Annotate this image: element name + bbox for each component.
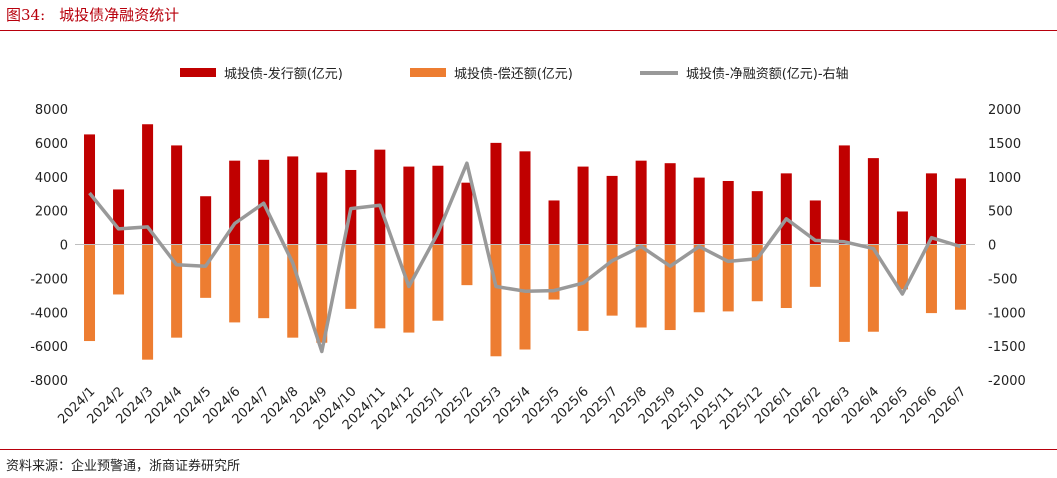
figure-number: 图34:: [6, 6, 46, 24]
legend-repayment-swatch: [410, 68, 446, 77]
top-rule: [0, 30, 1057, 31]
repayment-bar: [780, 244, 792, 309]
repayment-bar: [345, 244, 357, 309]
repayment-bar: [171, 244, 183, 338]
issuance-bar: [896, 211, 908, 245]
x-axis-labels: 2024/12024/22024/32024/42024/52024/62024…: [55, 384, 969, 433]
issuance-bar: [751, 191, 763, 245]
repayment-bar: [751, 244, 763, 302]
repayment-bar: [461, 244, 473, 286]
repayment-bar: [316, 244, 328, 343]
repayment-bar: [374, 244, 386, 329]
issuance-bar: [954, 178, 966, 245]
issuance-bar: [200, 196, 212, 245]
source-note: 资料来源：企业预警通，浙商证券研究所: [6, 459, 241, 474]
legend-net-financing-label: 城投债-净融资额(亿元)-右轴: [686, 66, 849, 82]
bar-series: [84, 124, 966, 360]
repayment-bar: [200, 244, 212, 298]
left-axis-tick-label: 2000: [35, 205, 68, 220]
repayment-bar: [867, 244, 879, 332]
issuance-bar: [664, 163, 676, 245]
issuance-bar: [490, 142, 502, 245]
net-financing-line: [88, 161, 962, 354]
issuance-bar: [780, 173, 792, 245]
right-axis-tick-label: -2000: [988, 374, 1026, 389]
repayment-bar: [809, 244, 821, 287]
issuance-bar: [113, 189, 125, 245]
repayment-bar: [142, 244, 154, 360]
left-axis-tick-label: 0: [60, 239, 68, 254]
right-axis-tick-label: 500: [988, 205, 1013, 220]
issuance-bar: [809, 200, 821, 245]
issuance-bar: [548, 200, 560, 245]
left-axis: 8000 6000 4000 2000 0 -2000 -4000 -6000 -8000: [30, 103, 68, 389]
repayment-bar: [84, 244, 96, 342]
issuance-bar: [142, 124, 154, 245]
repayment-bar: [577, 244, 589, 331]
legend-repayment-label: 城投债-偿还额(亿元): [454, 66, 573, 82]
issuance-bar: [287, 156, 299, 245]
repayment-bar: [113, 244, 125, 295]
figure-title: 图34: 城投债净融资统计: [6, 4, 179, 25]
repayment-bar: [258, 244, 270, 319]
issuance-bar: [519, 151, 531, 245]
issuance-bar: [838, 145, 850, 245]
issuance-bar: [316, 172, 328, 245]
legend-issuance-swatch: [180, 68, 216, 77]
right-axis: 2000 1500 1000 500 0 -500 -1000 -1500 -2000: [988, 103, 1026, 389]
repayment-bar: [548, 244, 560, 300]
right-axis-tick-label: 1500: [988, 137, 1021, 152]
figure-title-text: 城投债净融资统计: [59, 6, 180, 24]
left-axis-tick-label: -6000: [30, 340, 68, 355]
legend: 城投债-发行额(亿元) 城投债-偿还额(亿元) 城投债-净融资额(亿元)-右轴: [180, 66, 849, 82]
right-axis-tick-label: -1500: [988, 340, 1026, 355]
right-axis-tick-label: 0: [988, 239, 996, 254]
repayment-bar: [229, 244, 241, 323]
repayment-bar: [403, 244, 415, 333]
right-axis-tick-label: 1000: [988, 171, 1021, 186]
repayment-bar: [838, 244, 850, 342]
legend-issuance-label: 城投债-发行额(亿元): [224, 66, 343, 82]
issuance-bar: [722, 180, 734, 245]
bottom-rule: [0, 449, 1057, 450]
repayment-bar: [432, 244, 444, 321]
issuance-bar: [693, 177, 705, 245]
issuance-bar: [925, 173, 937, 245]
repayment-bar: [287, 244, 299, 338]
issuance-bar: [403, 166, 415, 245]
repayment-bar: [722, 244, 734, 312]
left-axis-tick-label: 6000: [35, 137, 68, 152]
issuance-bar: [635, 160, 647, 245]
issuance-bar: [606, 175, 618, 245]
left-axis-tick-label: 4000: [35, 171, 68, 186]
repayment-bar: [954, 244, 966, 310]
issuance-bar: [374, 149, 386, 245]
repayment-bar: [490, 244, 502, 357]
right-axis-tick-label: -1000: [988, 306, 1026, 321]
issuance-bar: [84, 134, 96, 245]
repayment-bar: [664, 244, 676, 331]
repayment-bar: [896, 244, 908, 290]
issuance-bar: [867, 158, 879, 245]
repayment-bar: [693, 244, 705, 313]
issuance-bar: [432, 165, 444, 245]
net-financing-polyline: [88, 161, 962, 354]
issuance-bar: [461, 182, 473, 245]
repayment-bar: [635, 244, 647, 328]
repayment-bar: [606, 244, 618, 316]
left-axis-tick-label: -8000: [30, 374, 68, 389]
issuance-bar: [171, 145, 183, 245]
left-axis-tick-label: -4000: [30, 306, 68, 321]
repayment-bar: [925, 244, 937, 314]
issuance-bar: [577, 166, 589, 245]
left-axis-tick-label: -2000: [30, 272, 68, 287]
left-axis-tick-label: 8000: [35, 103, 68, 118]
right-axis-tick-label: 2000: [988, 103, 1021, 118]
right-axis-tick-label: -500: [988, 272, 1018, 287]
issuance-bar: [229, 160, 241, 245]
repayment-bar: [519, 244, 531, 350]
